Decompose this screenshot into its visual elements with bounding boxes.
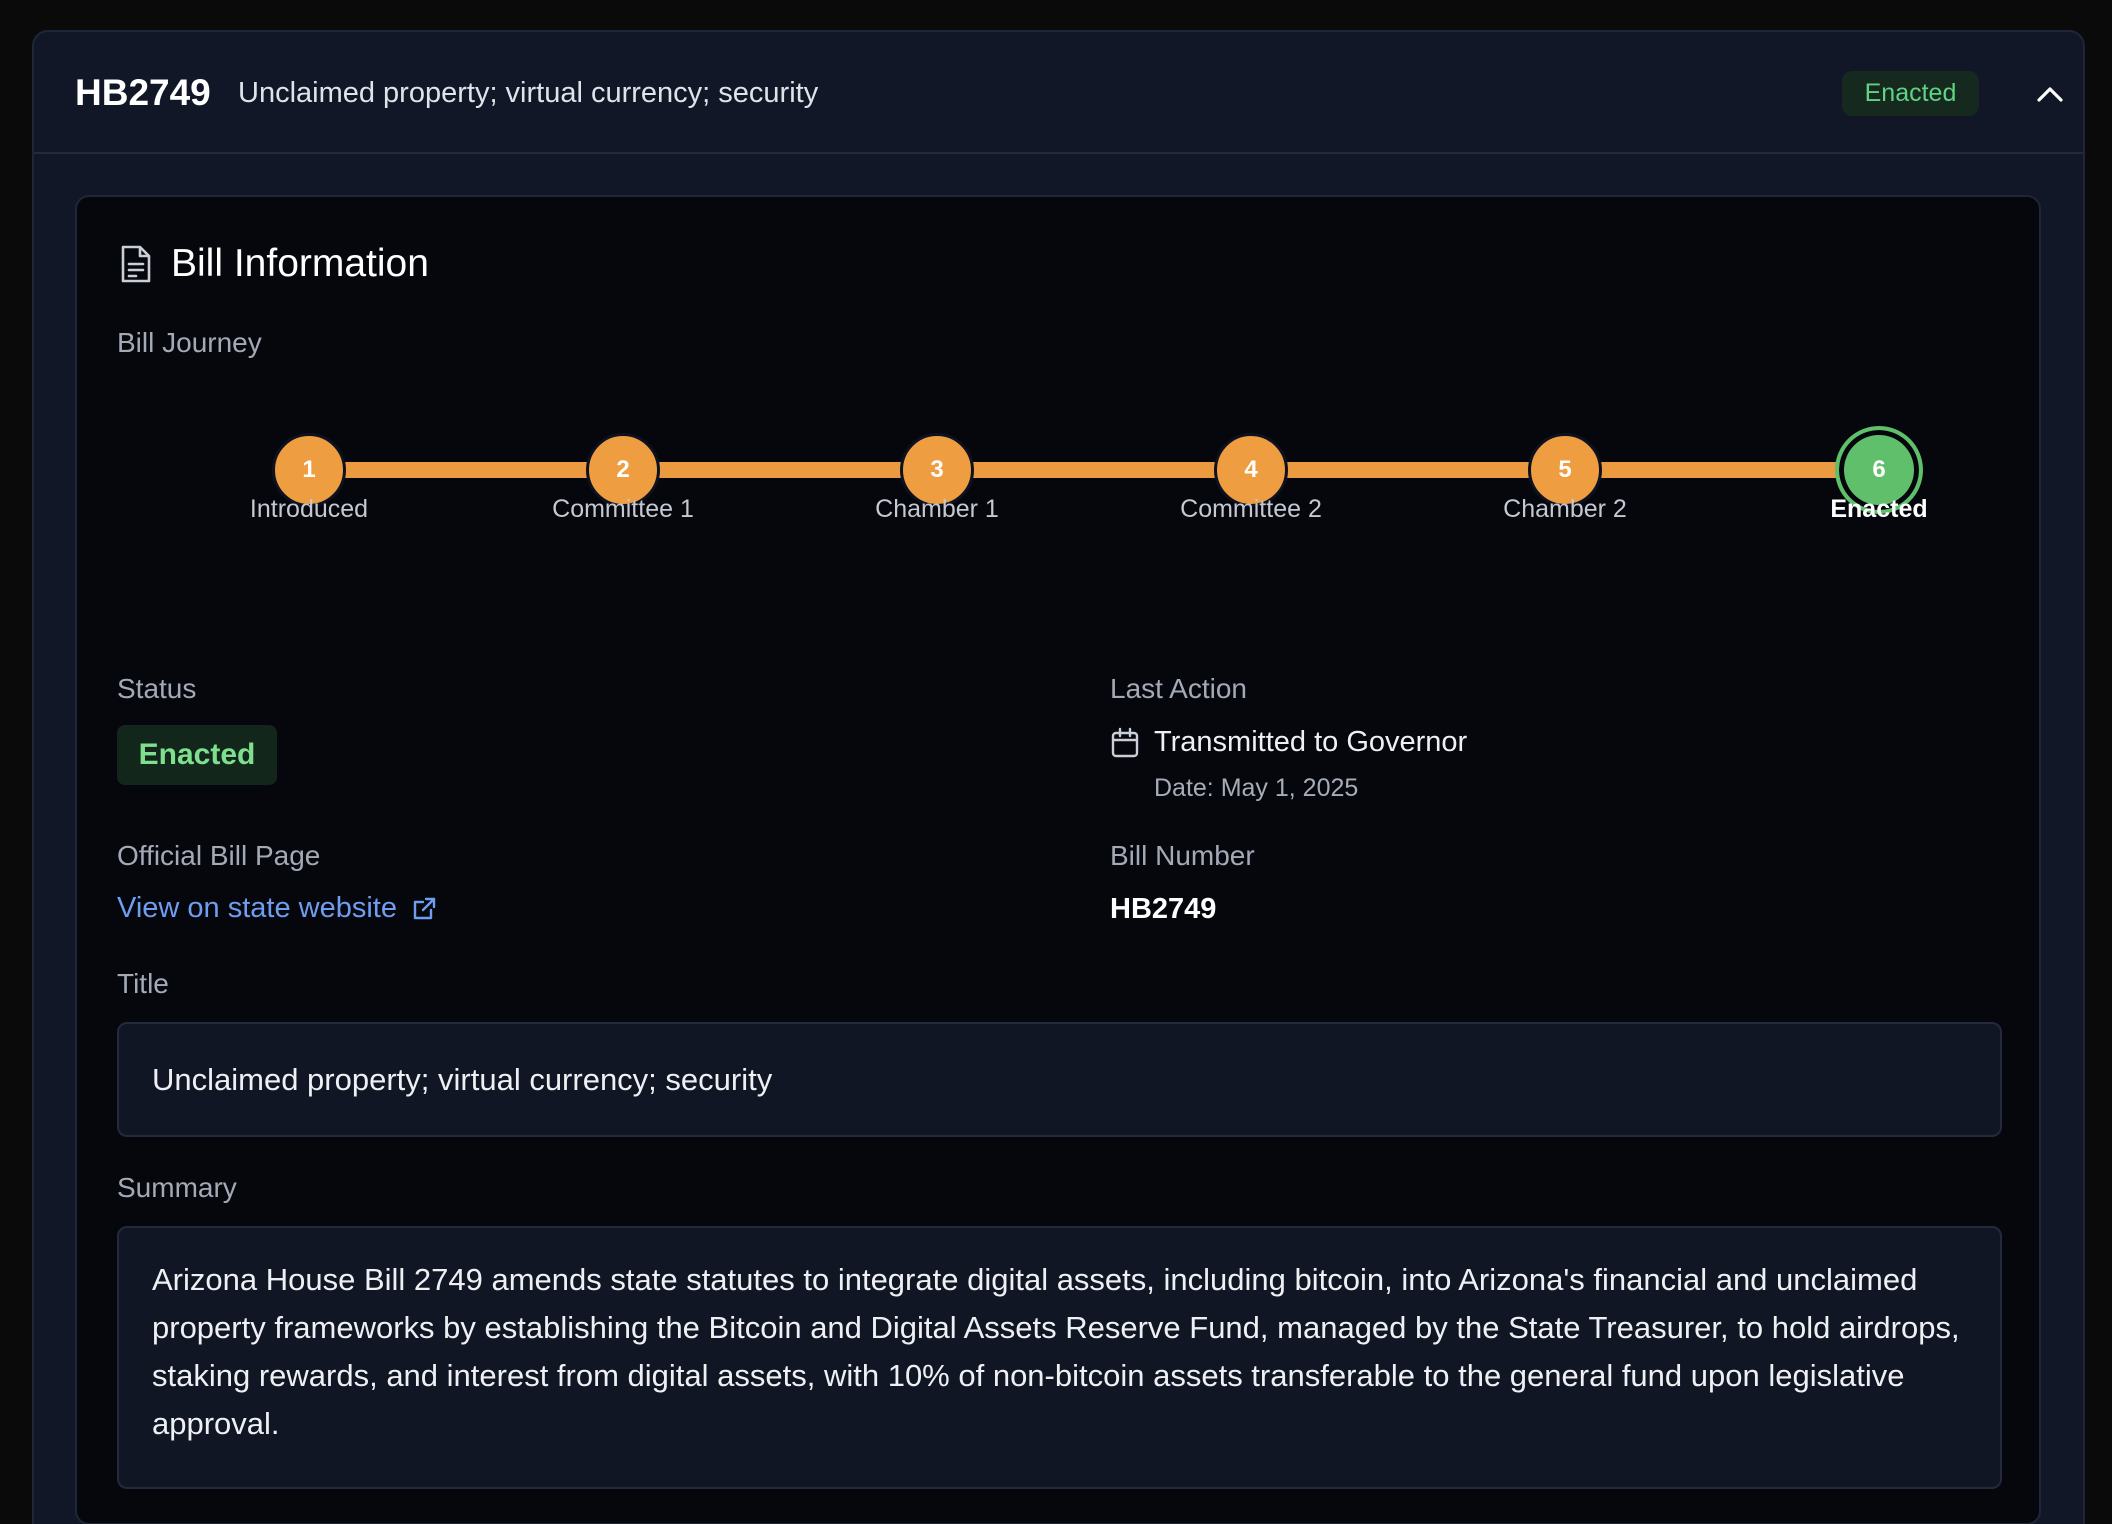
journey-step-4-label: Committee 2 xyxy=(1180,495,1322,523)
section-title: Bill Information xyxy=(171,242,429,285)
journey-step-5-marker: 5 xyxy=(1528,433,1602,507)
state-website-link[interactable]: View on state website xyxy=(117,892,437,925)
journey-step-3-label: Chamber 1 xyxy=(875,495,999,523)
bill-card: HB2749 Unclaimed property; virtual curre… xyxy=(32,30,2085,1524)
last-action-date: Date: May 1, 2025 xyxy=(1154,774,1359,802)
header-status-badge: Enacted xyxy=(1842,71,1979,116)
journey-step-2-label: Committee 1 xyxy=(552,495,694,523)
journey-step-6-marker: 6 xyxy=(1835,426,1923,514)
journey-step-2-marker: 2 xyxy=(586,433,660,507)
title-box: Unclaimed property; virtual currency; se… xyxy=(117,1022,2002,1137)
header-bill-id: HB2749 xyxy=(75,72,211,113)
header-bill-title: Unclaimed property; virtual currency; se… xyxy=(238,77,819,109)
last-action-label: Last Action xyxy=(1110,673,1247,704)
journey-track xyxy=(309,462,1879,478)
external-link-icon xyxy=(411,896,437,922)
document-icon xyxy=(119,244,153,284)
section-header: Bill Information xyxy=(119,242,429,286)
state-website-link-text: View on state website xyxy=(117,892,397,924)
title-label: Title xyxy=(117,968,169,999)
bill-card-header[interactable]: HB2749 Unclaimed property; virtual curre… xyxy=(34,32,2083,154)
status-label: Status xyxy=(117,673,197,704)
journey-label: Bill Journey xyxy=(117,327,262,358)
bill-information-panel: Bill Information Bill Journey 1 Introduc… xyxy=(75,195,2041,1524)
status-badge: Enacted xyxy=(117,725,277,785)
bill-number-value: HB2749 xyxy=(1110,893,1217,925)
bill-journey: 1 Introduced 2 Committee 1 3 Chamber 1 4… xyxy=(77,197,2039,557)
journey-step-4-marker: 4 xyxy=(1214,433,1288,507)
summary-box: Arizona House Bill 2749 amends state sta… xyxy=(117,1226,2002,1489)
summary-value: Arizona House Bill 2749 amends state sta… xyxy=(152,1262,1960,1441)
journey-step-3-marker: 3 xyxy=(900,433,974,507)
journey-step-6-label: Enacted xyxy=(1830,495,1928,523)
bill-number-label: Bill Number xyxy=(1110,840,1255,871)
last-action: Transmitted to Governor xyxy=(1110,726,1467,759)
calendar-icon xyxy=(1110,727,1140,759)
summary-label: Summary xyxy=(117,1172,237,1203)
journey-step-5-label: Chamber 2 xyxy=(1503,495,1627,523)
last-action-text: Transmitted to Governor xyxy=(1154,726,1468,758)
journey-step-1-marker: 1 xyxy=(272,433,346,507)
title-value: Unclaimed property; virtual currency; se… xyxy=(152,1061,773,1097)
journey-step-1-label: Introduced xyxy=(249,495,369,523)
chevron-up-icon[interactable] xyxy=(2030,76,2070,112)
official-page-label: Official Bill Page xyxy=(117,840,321,871)
